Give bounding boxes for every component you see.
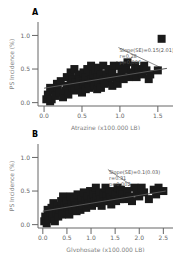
svg-text:2.0: 2.0	[134, 234, 144, 241]
svg-text:0.0: 0.0	[39, 112, 49, 119]
svg-text:0.5: 0.5	[20, 65, 30, 72]
html-text:A: A	[32, 8, 39, 17]
svg-text:Atrazine (x100,000 LB): Atrazine (x100,000 LB)	[71, 124, 140, 130]
html-text:B: B	[32, 130, 39, 139]
svg-text:0.5: 0.5	[77, 112, 87, 119]
svg-text:0.5: 0.5	[20, 187, 30, 194]
svg-text:Glyphosate (x100,000 LB): Glyphosate (x100,000 LB)	[66, 246, 144, 252]
svg-text:0.0: 0.0	[20, 221, 30, 228]
svg-text:1.5: 1.5	[153, 112, 163, 119]
svg-text:1.0: 1.0	[115, 112, 125, 119]
svg-text:2.5: 2.5	[159, 234, 169, 241]
svg-text:PS Incidence (%): PS Incidence (%)	[8, 161, 15, 211]
svg-text:Slope(SE)=0.1(0.03)r=0.31p=0.0: Slope(SE)=0.1(0.03)r=0.31p=0.002	[109, 169, 160, 188]
svg-text:Slope(SE)=0.15(2.01)r=0.28p=0.: Slope(SE)=0.15(2.01)r=0.28p=0.006	[119, 47, 173, 65]
svg-text:1.0: 1.0	[86, 234, 96, 241]
svg-text:0.5: 0.5	[62, 234, 72, 241]
svg-text:PS Incidence (%): PS Incidence (%)	[8, 39, 15, 89]
svg-text:0.0: 0.0	[20, 99, 30, 106]
svg-text:1.0: 1.0	[20, 32, 30, 39]
svg-text:0.0: 0.0	[38, 234, 48, 241]
svg-text:1.0: 1.0	[20, 154, 30, 161]
svg-text:1.5: 1.5	[110, 234, 120, 241]
